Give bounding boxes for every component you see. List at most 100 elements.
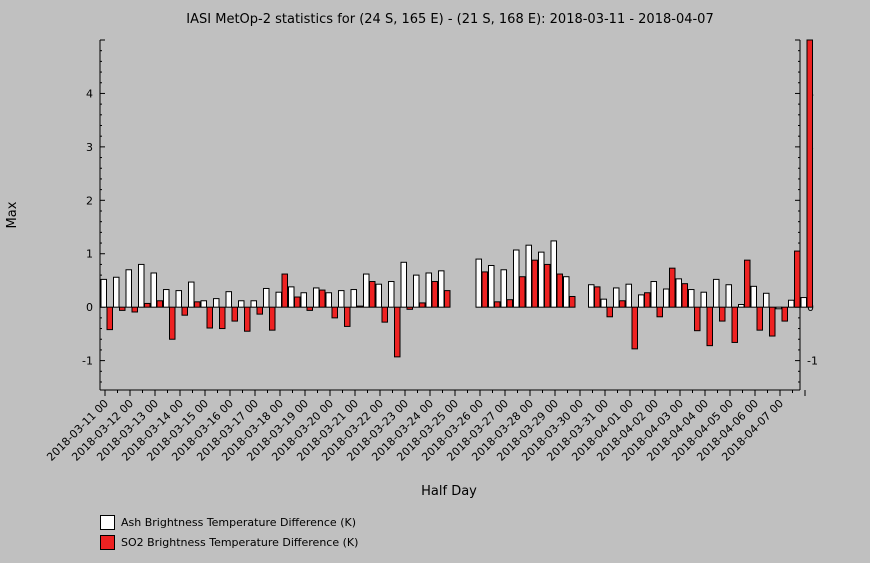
so2-bar [656,306,663,318]
ash-bar [500,269,507,308]
ash-bar [600,298,607,308]
legend-label-so2: SO2 Brightness Temperature Difference (K… [121,535,359,549]
so2-bar [594,286,601,308]
so2-bar [131,306,138,313]
ash-bar [363,273,370,308]
legend-swatch-so2 [100,534,115,550]
ash-bar [613,287,620,308]
so2-bar [244,306,251,332]
so2-bar [769,306,776,337]
ash-bar [288,286,295,308]
ash-bar [188,281,195,308]
ash-bar [175,290,182,308]
ash-bar [675,278,682,308]
so2-bar [731,306,738,343]
so2-bar [569,295,576,308]
so2-bar [106,306,113,331]
so2-bar [606,306,613,318]
y-tick-label-left: -1 [82,355,93,368]
so2-bar [694,306,701,332]
so2-bar [181,306,188,316]
ash-bar [125,269,132,308]
y-tick-label-left: 4 [86,87,93,100]
so2-bar [381,306,388,323]
so2-bar [144,302,151,308]
ash-bar [275,291,282,308]
so2-bar [306,306,313,311]
ash-bar [338,290,345,308]
so2-bar [194,301,201,308]
ash-bar [238,300,245,308]
so2-bar [156,300,163,308]
so2-bar [681,283,688,308]
ash-bar [538,251,545,308]
ash-bar [688,289,695,308]
so2-bar [394,306,401,358]
so2-bar [756,306,763,331]
ash-bar [250,300,257,308]
ash-bar [213,298,220,308]
ash-bar [563,276,570,308]
ash-bar [625,283,632,308]
so2-bar [406,306,413,310]
so2-bar [744,259,751,308]
so2-bar [269,306,276,331]
y-tick-label-left: 1 [86,248,93,261]
y-tick-label-left: 2 [86,194,93,207]
ash-bar [425,272,432,308]
ash-bar [350,289,357,308]
ash-bar [113,276,120,308]
legend-swatch-ash [100,514,115,530]
ash-bar [525,244,532,308]
ash-bar [663,288,670,308]
ash-bar [775,306,782,310]
ash-bar [550,240,557,308]
ash-bar [138,263,145,308]
y-tick-label-left: 0 [86,301,93,314]
ash-bar [588,284,595,308]
legend-label-ash: Ash Brightness Temperature Difference (K… [121,515,356,529]
ash-bar [725,284,732,308]
so2-bar [331,306,338,319]
so2-bar [419,302,426,308]
so2-bar [519,276,526,308]
ash-bar [200,300,207,308]
ash-bar [488,264,495,308]
so2-bar [494,301,501,308]
so2-bar [356,305,363,308]
x-axis-label: Half Day [421,484,477,499]
so2-bar [281,273,288,308]
ash-bar [325,292,332,308]
ash-bar [163,289,170,308]
legend-item-so2: SO2 Brightness Temperature Difference (K… [100,532,358,552]
so2-bar [556,273,563,308]
ash-bar [388,281,395,308]
so2-bar [644,292,651,308]
so2-bar [344,306,351,327]
y-tick-label-left: 3 [86,141,93,154]
ash-bar [638,294,645,308]
ash-bar [750,285,757,308]
ash-bar [375,283,382,308]
ash-bar [438,270,445,308]
ash-bar [513,249,520,308]
ash-bar [400,261,407,308]
ash-bar [300,292,307,308]
so2-bar [719,306,726,322]
so2-bar [319,289,326,308]
so2-bar [119,306,126,311]
ash-bar [413,274,420,308]
ash-bar [225,291,232,308]
so2-bar [256,306,263,315]
legend-item-ash: Ash Brightness Temperature Difference (K… [100,512,358,532]
so2-bar [369,281,376,308]
y-tick-label-right: -1 [807,355,818,368]
y-axis-label: Max [5,201,20,228]
so2-bar [206,306,213,329]
ash-bar [313,287,320,308]
so2-bar [781,306,788,322]
so2-bar [294,296,301,308]
so2-bar [444,290,451,308]
ash-bar [713,278,720,308]
